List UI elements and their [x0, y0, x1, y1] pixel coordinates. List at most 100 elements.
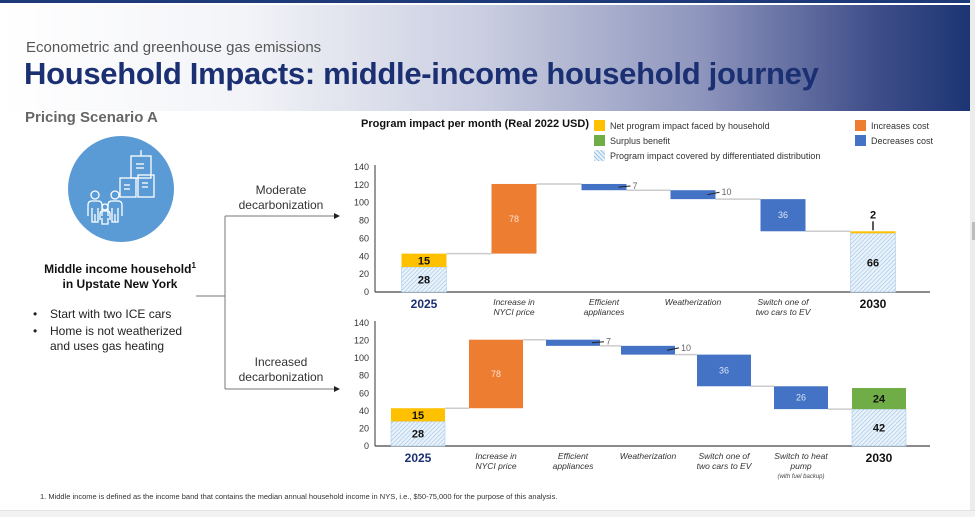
data-label: 78 [491, 369, 501, 379]
x-category-label: Weatherization [620, 451, 677, 461]
scrollbar-thumb[interactable] [972, 222, 975, 240]
y-tick-label: 20 [359, 423, 369, 433]
data-label: 7 [633, 181, 638, 191]
data-label: 15 [418, 255, 430, 267]
x-category-label: NYCI price [493, 307, 534, 317]
bar-decrease [621, 345, 675, 355]
legend-swatch-increase [855, 120, 866, 131]
data-label: 10 [722, 187, 732, 197]
branch-label-line: Moderate [255, 183, 307, 197]
x-category-label: Efficient [589, 297, 620, 307]
y-tick-label: 140 [354, 162, 369, 172]
legend-label: Increases cost [871, 120, 930, 131]
data-label: 10 [681, 343, 691, 353]
legend-label: Net program impact faced by household [610, 120, 770, 131]
bar-decrease [546, 339, 600, 346]
vertical-scrollbar[interactable] [970, 0, 975, 517]
x-category-label: Switch one of [757, 297, 810, 307]
bar-segment-covered [401, 266, 447, 293]
data-label: 28 [412, 429, 424, 441]
bar-decrease [774, 386, 828, 410]
branch-label-increased: Increased decarbonization [226, 355, 336, 385]
legend-net: Net program impact faced by household [594, 120, 770, 131]
bar-segment-covered [850, 232, 896, 293]
y-tick-label: 0 [364, 441, 369, 451]
data-label: 28 [418, 275, 430, 287]
bottom-bar [0, 510, 975, 517]
x-category-label: appliances [553, 461, 594, 471]
legend-label: Surplus benefit [610, 135, 671, 146]
household-title-line2: in Upstate New York [62, 277, 178, 291]
bar-decrease [760, 199, 806, 232]
bullet-item: Home is not weatherized and uses gas hea… [33, 324, 203, 354]
page-subtitle: Econometric and greenhouse gas emissions [26, 39, 322, 56]
footnote: 1. Middle income is defined as the incom… [40, 492, 558, 501]
data-label: 15 [412, 410, 424, 422]
x-category-label: 2025 [405, 451, 432, 465]
x-category-label: Increase in [475, 451, 517, 461]
bar-decrease [670, 190, 716, 200]
page-title: Household Impacts: middle-income househo… [24, 56, 819, 91]
x-category-label: NYCI price [475, 461, 516, 471]
data-label-leader [707, 191, 720, 196]
data-label: 36 [719, 365, 729, 375]
data-label-leader [666, 347, 680, 351]
data-label-leader [591, 341, 605, 344]
branch-label-line: decarbonization [238, 198, 324, 212]
x-category-label: 2030 [866, 451, 893, 465]
data-label: 78 [509, 214, 519, 224]
x-category-label: Increase in [493, 297, 535, 307]
bar-increase [491, 183, 537, 254]
x-category-label: Switch to heat [774, 451, 828, 461]
data-label: 26 [796, 393, 806, 403]
branch-connector [196, 213, 340, 392]
data-label: 7 [606, 337, 611, 347]
footnote-marker: 1 [191, 261, 196, 270]
header-banner [0, 5, 972, 111]
legend-swatch-covered [594, 150, 605, 161]
legend-swatch-net [594, 120, 605, 131]
chart-title: Program impact per month (Real 2022 USD) [361, 118, 590, 130]
x-category-label: 2025 [411, 297, 438, 311]
branch-label-line: decarbonization [238, 370, 324, 384]
branch-label-line: Increased [254, 355, 308, 369]
data-label: 66 [867, 258, 879, 270]
legend-surplus: Surplus benefit [594, 135, 670, 146]
data-label-leader [618, 185, 631, 188]
bar-increase [469, 339, 523, 409]
bar-segment-net [391, 408, 445, 422]
household-attributes: Start with two ICE cars Home is not weat… [33, 307, 203, 356]
x-category-label: Weatherization [665, 297, 722, 307]
bar-segment-covered [851, 408, 907, 447]
legend-decrease: Decreases cost [855, 135, 933, 146]
legend-label: Decreases cost [871, 135, 934, 146]
bar-segment-net [401, 253, 447, 267]
legend-covered: Program impact covered by differentiated… [594, 150, 820, 161]
household-title: Middle income household1 in Upstate New … [20, 258, 220, 292]
legend-swatch-decrease [855, 135, 866, 146]
x-category-label: two cars to EV [756, 307, 812, 317]
x-category-label: Efficient [558, 451, 589, 461]
x-category-label: 2030 [860, 297, 887, 311]
data-label: 42 [873, 423, 885, 435]
x-category-label: appliances [584, 307, 625, 317]
scenario-label: Pricing Scenario A [25, 109, 158, 126]
bar-segment-covered [390, 421, 446, 447]
x-category-label: Switch one of [698, 451, 751, 461]
branch-label-moderate: Moderate decarbonization [226, 183, 336, 213]
bar-segment-net [850, 231, 896, 234]
bullet-item: Start with two ICE cars [33, 307, 203, 322]
x-category-note: (with fuel backup) [777, 474, 824, 480]
bar-decrease [697, 354, 751, 387]
family-buildings-icon [68, 136, 174, 242]
bar-decrease [581, 183, 627, 191]
legend-increase: Increases cost [855, 120, 929, 131]
top-border [0, 0, 970, 3]
x-category-label: pump [789, 461, 812, 471]
bar-segment-surplus [852, 388, 906, 410]
data-label: 2 [870, 209, 876, 221]
legend-label: Program impact covered by differentiated… [610, 150, 821, 161]
data-label: 36 [778, 210, 788, 220]
x-category-label: two cars to EV [697, 461, 753, 471]
data-label: 24 [873, 394, 886, 406]
